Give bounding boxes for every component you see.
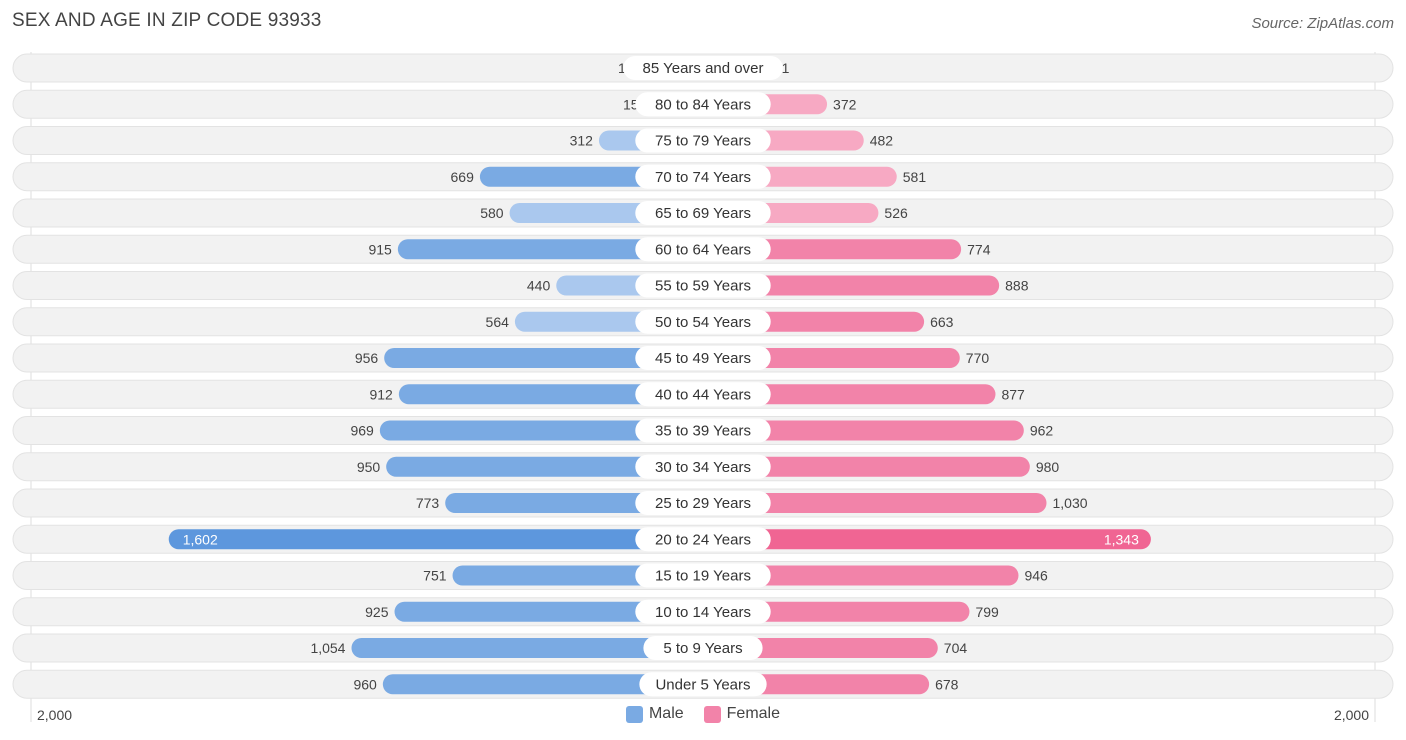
female-bar [703, 384, 996, 405]
female-value-label: 372 [833, 96, 857, 112]
category-label: 60 to 64 Years [655, 241, 751, 258]
category-label: 40 to 44 Years [655, 386, 751, 403]
male-value-label: 580 [480, 205, 504, 221]
female-bar [703, 601, 970, 622]
category-label: 65 to 69 Years [655, 205, 751, 222]
category-pill [635, 128, 771, 153]
category-pill [635, 454, 771, 479]
axis-min-label: 2,000 [37, 707, 73, 723]
female-bar [703, 275, 1000, 296]
female-value-label: 1,343 [1104, 531, 1139, 547]
male-value-label: 1,602 [183, 531, 218, 547]
legend-label-female: Female [726, 705, 781, 722]
female-value-label: 663 [930, 314, 954, 330]
legend-label-male: Male [648, 705, 684, 722]
female-bar [703, 529, 1151, 550]
male-bar [168, 529, 703, 550]
category-pill [635, 346, 771, 370]
male-value-label: 1,054 [310, 640, 345, 656]
male-value-label: 440 [527, 278, 551, 294]
female-value-label: 1,030 [1053, 495, 1088, 511]
legend-swatch-female [703, 705, 721, 723]
category-label: 5 to 9 Years [663, 640, 742, 657]
male-value-label: 912 [369, 386, 393, 402]
female-bar [703, 638, 938, 658]
male-value-label: 969 [350, 423, 374, 439]
category-pill [635, 599, 771, 624]
female-value-label: 678 [935, 676, 959, 692]
category-label: 25 to 29 Years [655, 495, 751, 512]
male-bar [397, 239, 703, 260]
female-value-label: 581 [903, 169, 927, 185]
legend-item-female[interactable]: Female [703, 705, 781, 723]
category-pill [623, 56, 783, 80]
male-bar [384, 348, 703, 368]
male-value-label: 773 [416, 495, 440, 511]
female-value-label: 770 [966, 350, 990, 366]
female-value-label: 482 [870, 133, 894, 149]
category-pill [635, 201, 771, 225]
female-value-label: 526 [884, 205, 908, 221]
category-pill [635, 273, 771, 298]
category-pill [635, 563, 771, 588]
female-value-label: 774 [967, 241, 991, 257]
female-bar [703, 420, 1024, 441]
category-label: 50 to 54 Years [655, 314, 751, 331]
male-value-label: 915 [368, 241, 392, 257]
male-value-label: 960 [353, 676, 377, 692]
category-label: 30 to 34 Years [655, 459, 751, 476]
female-bar [703, 456, 1030, 477]
category-label: 80 to 84 Years [655, 96, 751, 113]
legend-swatch-male [625, 705, 643, 723]
category-pill [635, 164, 771, 189]
category-label: 85 Years and over [643, 60, 764, 77]
category-label: 75 to 79 Years [655, 133, 751, 150]
female-value-label: 962 [1030, 423, 1054, 439]
category-label: 15 to 19 Years [655, 568, 751, 585]
category-pill [635, 92, 771, 117]
axis-max-label: 2,000 [1333, 707, 1369, 723]
male-bar [386, 456, 703, 477]
female-bar [703, 565, 1019, 586]
source-label: Source: ZipAtlas.com [1251, 15, 1394, 32]
male-bar [398, 384, 703, 405]
category-label: Under 5 Years [655, 676, 750, 693]
male-bar [351, 638, 703, 658]
female-value-label: 704 [944, 640, 968, 656]
category-pill [635, 237, 771, 262]
category-pill [635, 309, 771, 334]
category-pill [635, 491, 771, 515]
male-value-label: 669 [451, 169, 475, 185]
female-value-label: 799 [975, 604, 999, 620]
female-bar [703, 493, 1047, 513]
female-value-label: 946 [1024, 568, 1048, 584]
category-label: 20 to 24 Years [655, 531, 751, 548]
male-value-label: 312 [570, 133, 594, 149]
category-pill [635, 418, 771, 443]
male-value-label: 956 [355, 350, 379, 366]
category-pill [643, 636, 763, 660]
male-value-label: 751 [423, 568, 447, 584]
male-value-label: 925 [365, 604, 389, 620]
female-value-label: 888 [1005, 278, 1029, 294]
male-value-label: 950 [357, 459, 381, 475]
category-label: 35 to 39 Years [655, 423, 751, 440]
male-bar [382, 674, 703, 695]
chart-title: SEX AND AGE IN ZIP CODE 93933 [12, 10, 322, 31]
category-label: 70 to 74 Years [655, 169, 751, 186]
male-bar [394, 601, 703, 622]
category-pill [635, 527, 771, 552]
category-label: 10 to 14 Years [655, 604, 751, 621]
female-value-label: 980 [1036, 459, 1060, 475]
male-bar [379, 420, 703, 441]
legend-item-male[interactable]: Male [625, 705, 684, 723]
category-label: 55 to 59 Years [655, 278, 751, 295]
male-value-label: 564 [486, 314, 510, 330]
category-label: 45 to 49 Years [655, 350, 751, 367]
female-value-label: 877 [1001, 386, 1025, 402]
category-pill [635, 382, 771, 407]
legend: Male Female [0, 705, 1406, 723]
category-pill [639, 672, 767, 697]
